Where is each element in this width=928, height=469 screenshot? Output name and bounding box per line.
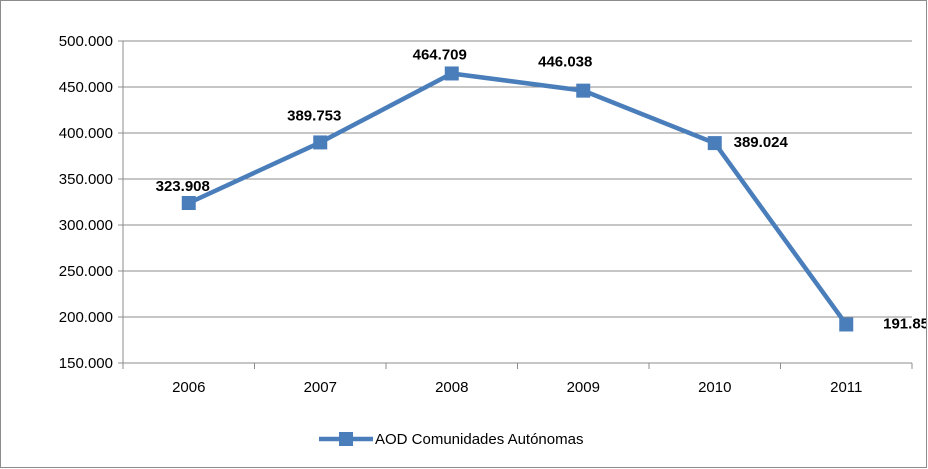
x-tick-label: 2007 bbox=[304, 379, 337, 396]
data-label: 191.858 bbox=[883, 315, 927, 332]
y-tick-label: 400.000 bbox=[59, 125, 113, 142]
x-tick-label: 2011 bbox=[830, 379, 862, 396]
legend-marker bbox=[339, 432, 353, 446]
y-tick-label: 250.000 bbox=[59, 263, 113, 280]
data-point-marker bbox=[707, 136, 722, 151]
data-label: 323.908 bbox=[156, 178, 210, 195]
data-point-marker bbox=[313, 135, 328, 150]
data-label: 446.038 bbox=[538, 54, 592, 71]
data-label: 389.753 bbox=[287, 107, 341, 124]
y-tick-label: 200.000 bbox=[59, 309, 113, 326]
data-label: 464.709 bbox=[413, 46, 467, 63]
data-point-marker bbox=[181, 196, 196, 211]
y-tick-label: 150.000 bbox=[59, 355, 113, 372]
y-tick-label: 350.000 bbox=[59, 171, 113, 188]
data-point-marker bbox=[576, 83, 591, 98]
x-tick-label: 2009 bbox=[567, 379, 600, 396]
data-label: 389.024 bbox=[734, 134, 789, 151]
legend-label: AOD Comunidades Autónomas bbox=[375, 431, 583, 448]
y-tick-label: 450.000 bbox=[59, 79, 113, 96]
series-line bbox=[187, 71, 849, 326]
x-tick-label: 2006 bbox=[172, 379, 205, 396]
x-tick-label: 2010 bbox=[698, 379, 731, 396]
data-point-marker bbox=[444, 66, 459, 81]
y-tick-label: 300.000 bbox=[59, 217, 113, 234]
data-point-marker bbox=[839, 317, 854, 332]
x-tick-label: 2008 bbox=[435, 379, 468, 396]
y-tick-label: 500.000 bbox=[59, 33, 113, 50]
